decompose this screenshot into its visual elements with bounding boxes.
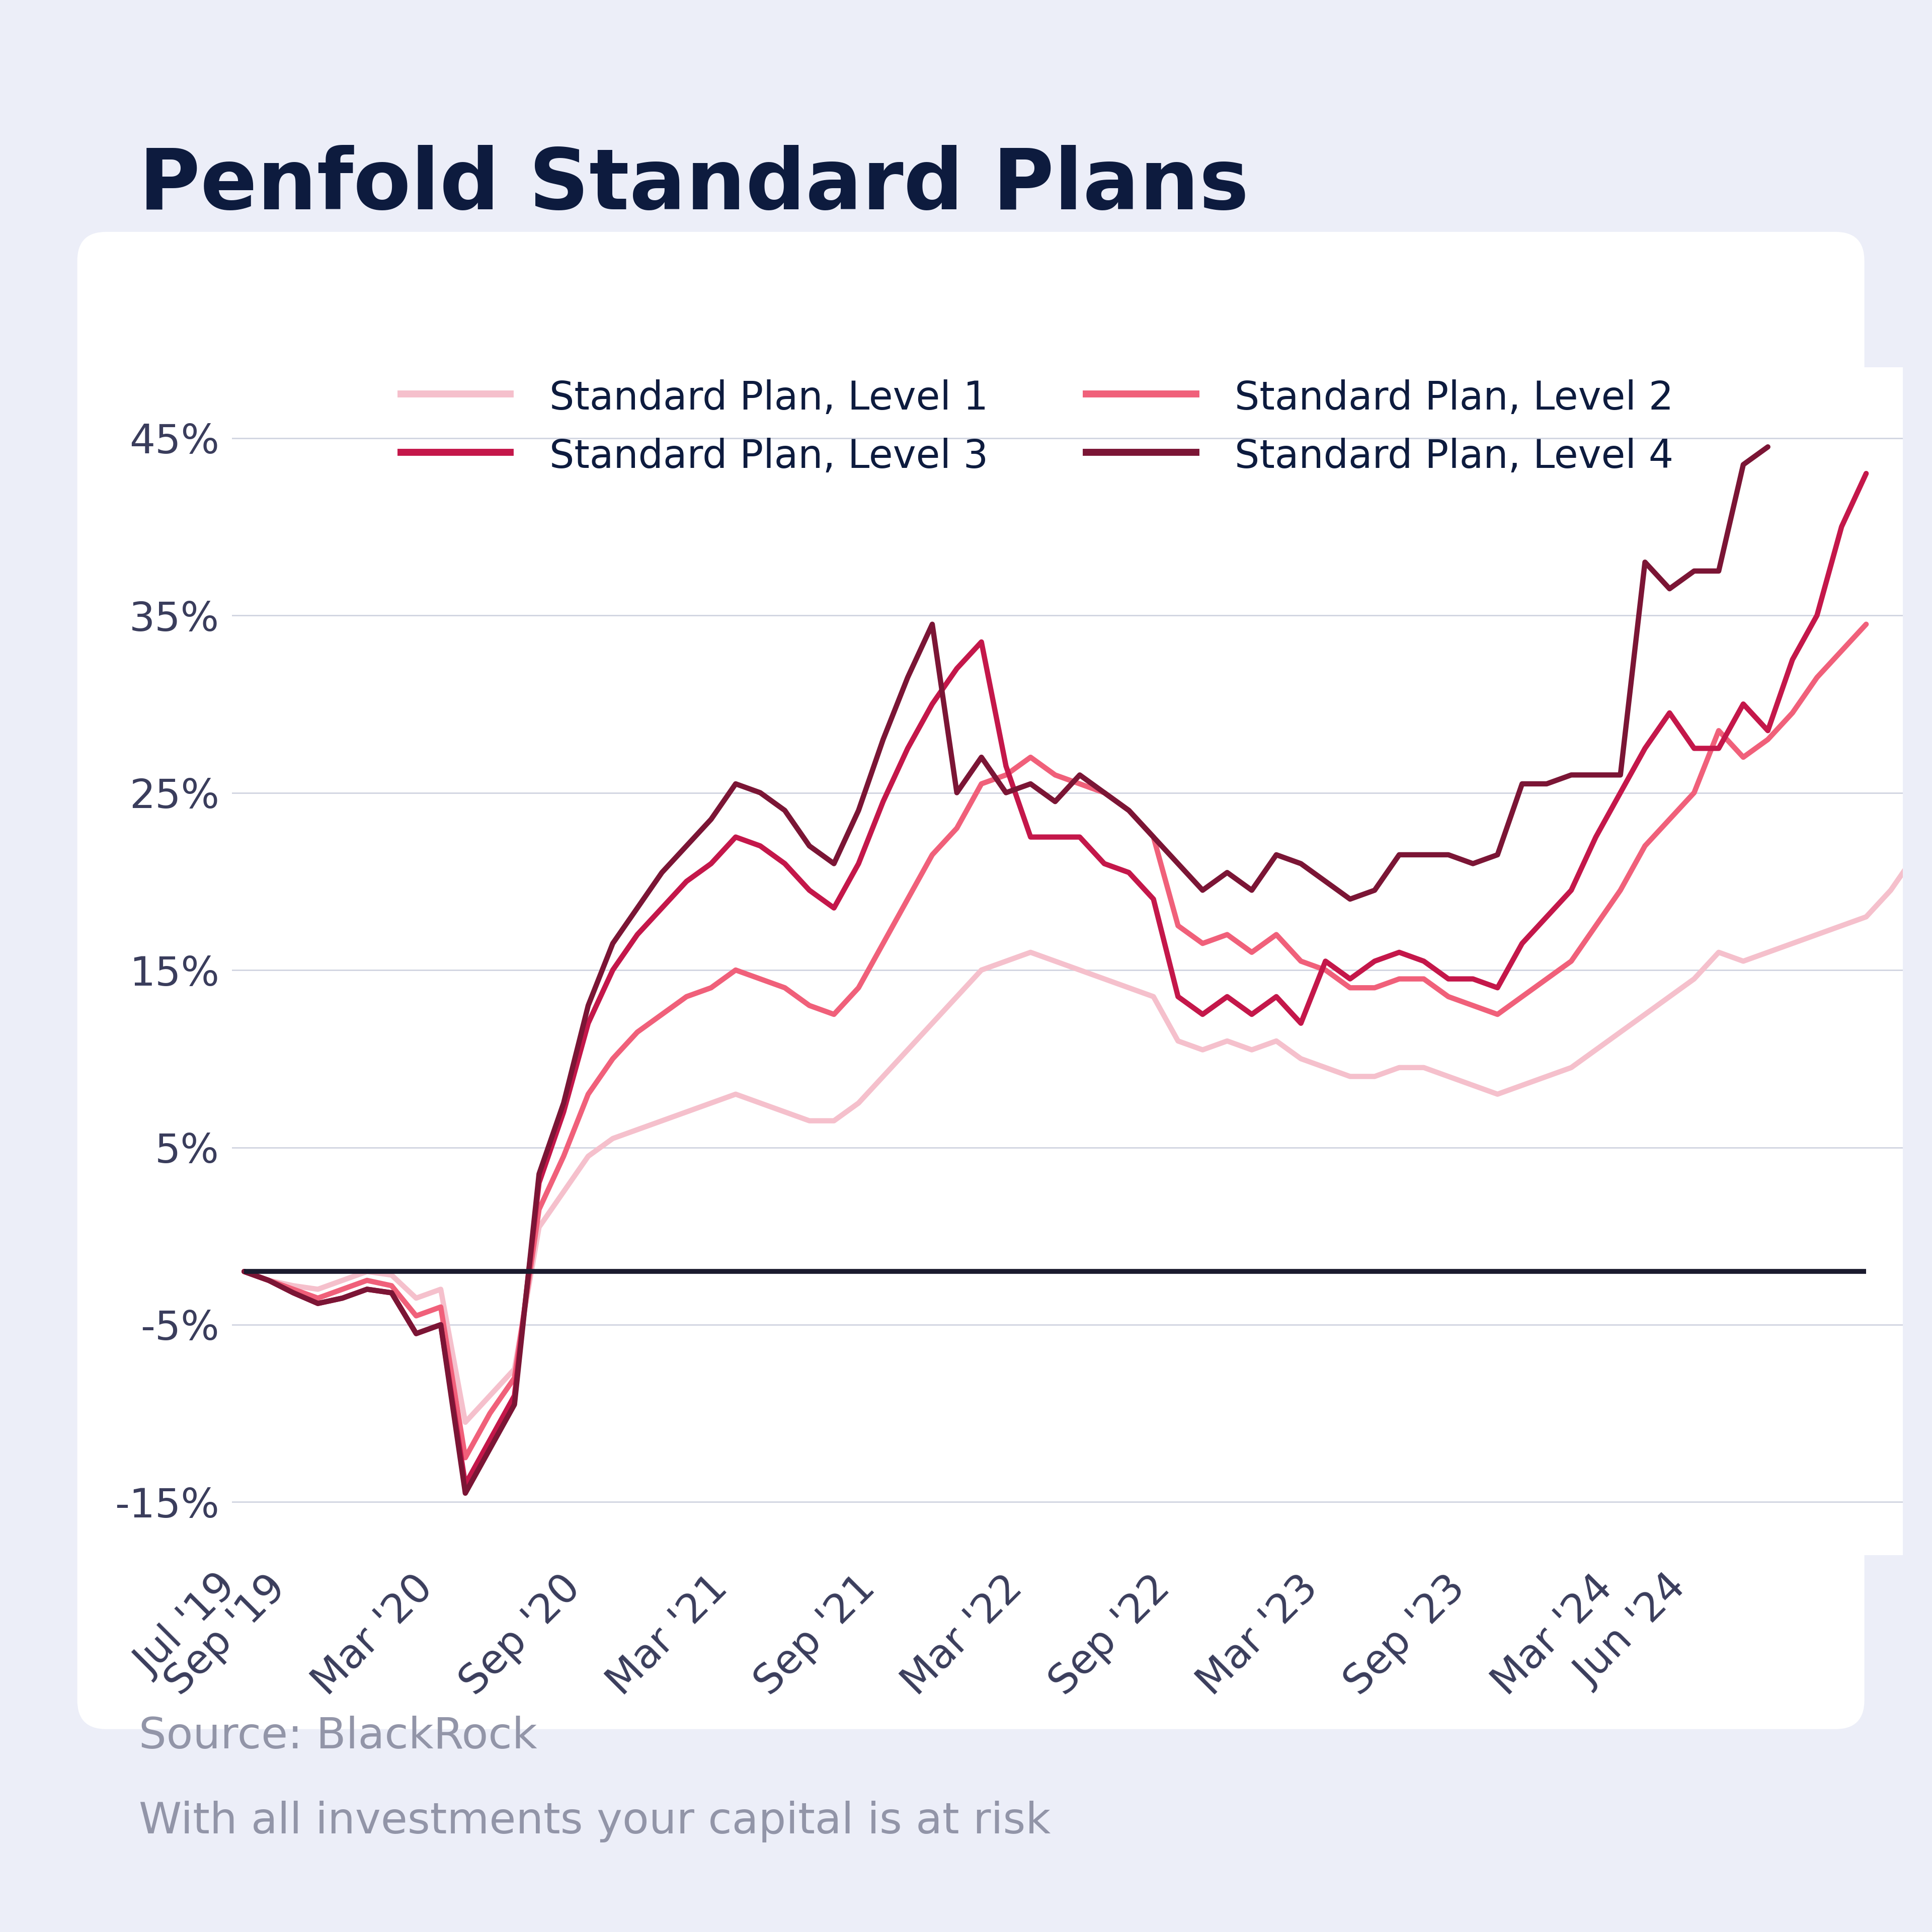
Text: With all investments your capital is at risk: With all investments your capital is at … xyxy=(139,1801,1051,1843)
Legend: Standard Plan, Level 1, Standard Plan, Level 3, Standard Plan, Level 2, Standard: Standard Plan, Level 1, Standard Plan, L… xyxy=(384,363,1689,491)
Text: Penfold Standard Plans: Penfold Standard Plans xyxy=(139,145,1250,226)
Text: Source: BlackRock: Source: BlackRock xyxy=(139,1716,537,1758)
